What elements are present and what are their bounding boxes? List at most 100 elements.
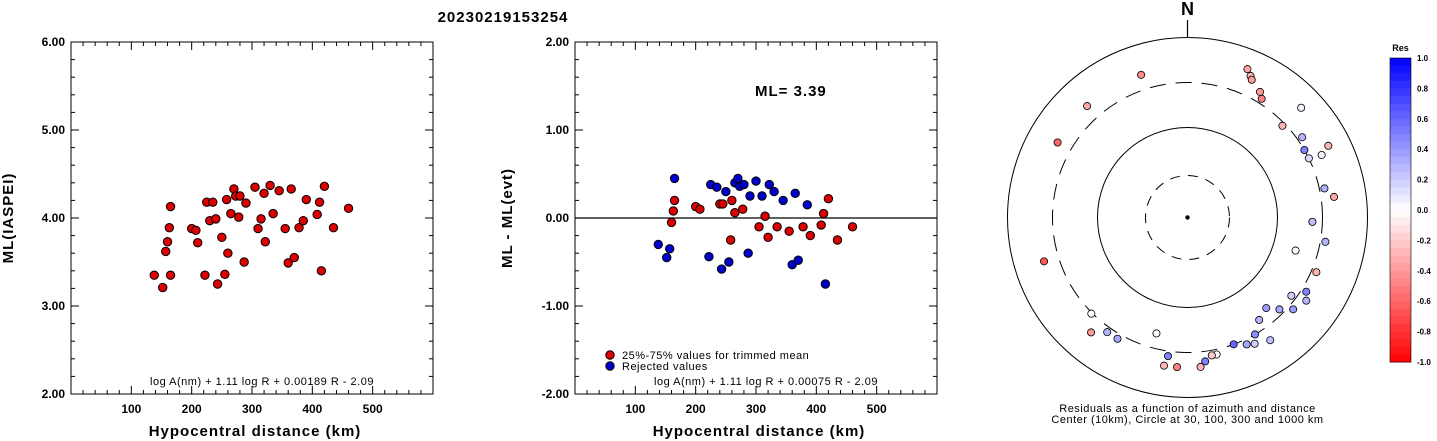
- y-tick-label: -2.00: [542, 387, 570, 401]
- data-point: [301, 194, 311, 205]
- data-point: [200, 270, 210, 280]
- colorbar-segment: [1390, 308, 1411, 317]
- data-point: [724, 257, 734, 267]
- data-point: [298, 215, 308, 226]
- data-point: [239, 257, 249, 267]
- y-tick-label: 4.00: [42, 211, 66, 225]
- colorbar-segment: [1390, 126, 1411, 135]
- legend-label: 25%-75% values for trimmed mean: [622, 350, 809, 362]
- station-marker: [1103, 328, 1112, 337]
- station-marker: [1152, 329, 1161, 338]
- x-tick-label: 400: [302, 402, 322, 416]
- station-marker: [1298, 133, 1307, 142]
- y-tick-label: 2.00: [546, 35, 570, 49]
- data-point: [763, 232, 773, 243]
- station-marker: [1297, 103, 1306, 112]
- colorbar-segment: [1390, 179, 1411, 188]
- legend-label: Rejected values: [622, 361, 708, 373]
- data-point: [823, 193, 834, 204]
- data-point: [250, 182, 260, 192]
- y-tick-label: 0.00: [546, 211, 570, 225]
- station-marker: [1324, 141, 1333, 150]
- data-point: [256, 214, 266, 224]
- data-point: [165, 201, 176, 212]
- panel-ml-residual: 100 200 300 400 500 -2.00 -1.00 0.00 1.00 2.00 Hyp…: [499, 35, 938, 440]
- station-marker: [1083, 102, 1092, 111]
- station-marker: [1291, 246, 1300, 255]
- data-point: [283, 258, 293, 268]
- data-point: [221, 194, 232, 205]
- station-marker: [1247, 75, 1256, 84]
- station-marker: [1278, 121, 1287, 130]
- station-marker: [1320, 184, 1329, 193]
- data-point: [764, 179, 774, 190]
- colorbar-tick-label: 0.6: [1417, 115, 1429, 124]
- y-tick-label: 1.00: [546, 123, 570, 137]
- data-point: [161, 246, 171, 257]
- data-point: [316, 266, 327, 276]
- data-point: [784, 226, 794, 236]
- station-marker: [1300, 145, 1309, 154]
- colorbar-segment: [1390, 111, 1411, 120]
- data-point: [162, 237, 173, 247]
- map-caption-line1: Residuals as a function of azimuth and d…: [1059, 403, 1315, 415]
- data-point: [772, 222, 782, 232]
- colorbar-segment: [1390, 134, 1411, 143]
- data-point: [191, 225, 201, 236]
- colorbar-title: Res: [1392, 43, 1409, 53]
- data-point: [217, 232, 227, 243]
- data-point: [666, 217, 677, 228]
- data-point: [760, 211, 770, 221]
- plot-frame: [70, 41, 434, 395]
- station-marker: [1302, 296, 1311, 305]
- colorbar-segment: [1390, 301, 1411, 310]
- station-marker: [1317, 150, 1326, 159]
- colorbar-segment: [1390, 255, 1411, 264]
- colorbar-segment: [1390, 210, 1411, 219]
- data-point: [265, 180, 275, 191]
- colorbar-tick-label: 0.8: [1417, 84, 1429, 93]
- data-point: [235, 191, 245, 201]
- distance-ring: [1052, 82, 1323, 353]
- colorbar-segment: [1390, 156, 1411, 165]
- x-tick-label: 200: [686, 402, 706, 416]
- data-point: [665, 244, 675, 254]
- data-point: [816, 220, 826, 230]
- station-marker: [1040, 257, 1049, 266]
- data-point: [212, 279, 223, 289]
- colorbar-segment: [1390, 270, 1411, 279]
- data-point: [234, 212, 244, 222]
- colorbar-segment: [1390, 164, 1411, 173]
- data-point: [319, 181, 330, 192]
- data-point: [294, 222, 304, 233]
- colorbar-segment: [1390, 172, 1411, 181]
- colorbar-segment: [1390, 354, 1411, 363]
- colorbar-segment: [1390, 217, 1411, 226]
- colorbar-segment: [1390, 331, 1411, 340]
- colorbar-segment: [1390, 339, 1411, 348]
- data-point: [754, 222, 764, 232]
- colorbar-segment: [1390, 65, 1411, 74]
- y-tick-label: 3.00: [42, 299, 66, 313]
- colorbar-tick-label: 1.0: [1417, 54, 1429, 63]
- data-point: [208, 197, 218, 207]
- y-axis-label: ML - ML(evt): [499, 168, 516, 268]
- data-point: [211, 214, 221, 224]
- data-point: [223, 248, 233, 258]
- distance-ring: [1145, 175, 1230, 260]
- station-marker: [1087, 328, 1096, 337]
- station-marker: [1251, 330, 1260, 339]
- station-marker: [1312, 268, 1321, 277]
- station-marker: [1289, 305, 1298, 314]
- colorbar-tick-label: -0.4: [1417, 267, 1431, 276]
- colorbar-tick-label: -0.8: [1417, 328, 1431, 337]
- data-point: [818, 208, 829, 219]
- x-tick-label: 400: [806, 402, 826, 416]
- station-marker: [1275, 305, 1284, 314]
- station-marker: [1196, 362, 1205, 371]
- colorbar-segment: [1390, 263, 1411, 272]
- colorbar-tick-label: -0.6: [1417, 297, 1431, 306]
- north-label: N: [1181, 0, 1194, 19]
- data-point: [725, 235, 736, 245]
